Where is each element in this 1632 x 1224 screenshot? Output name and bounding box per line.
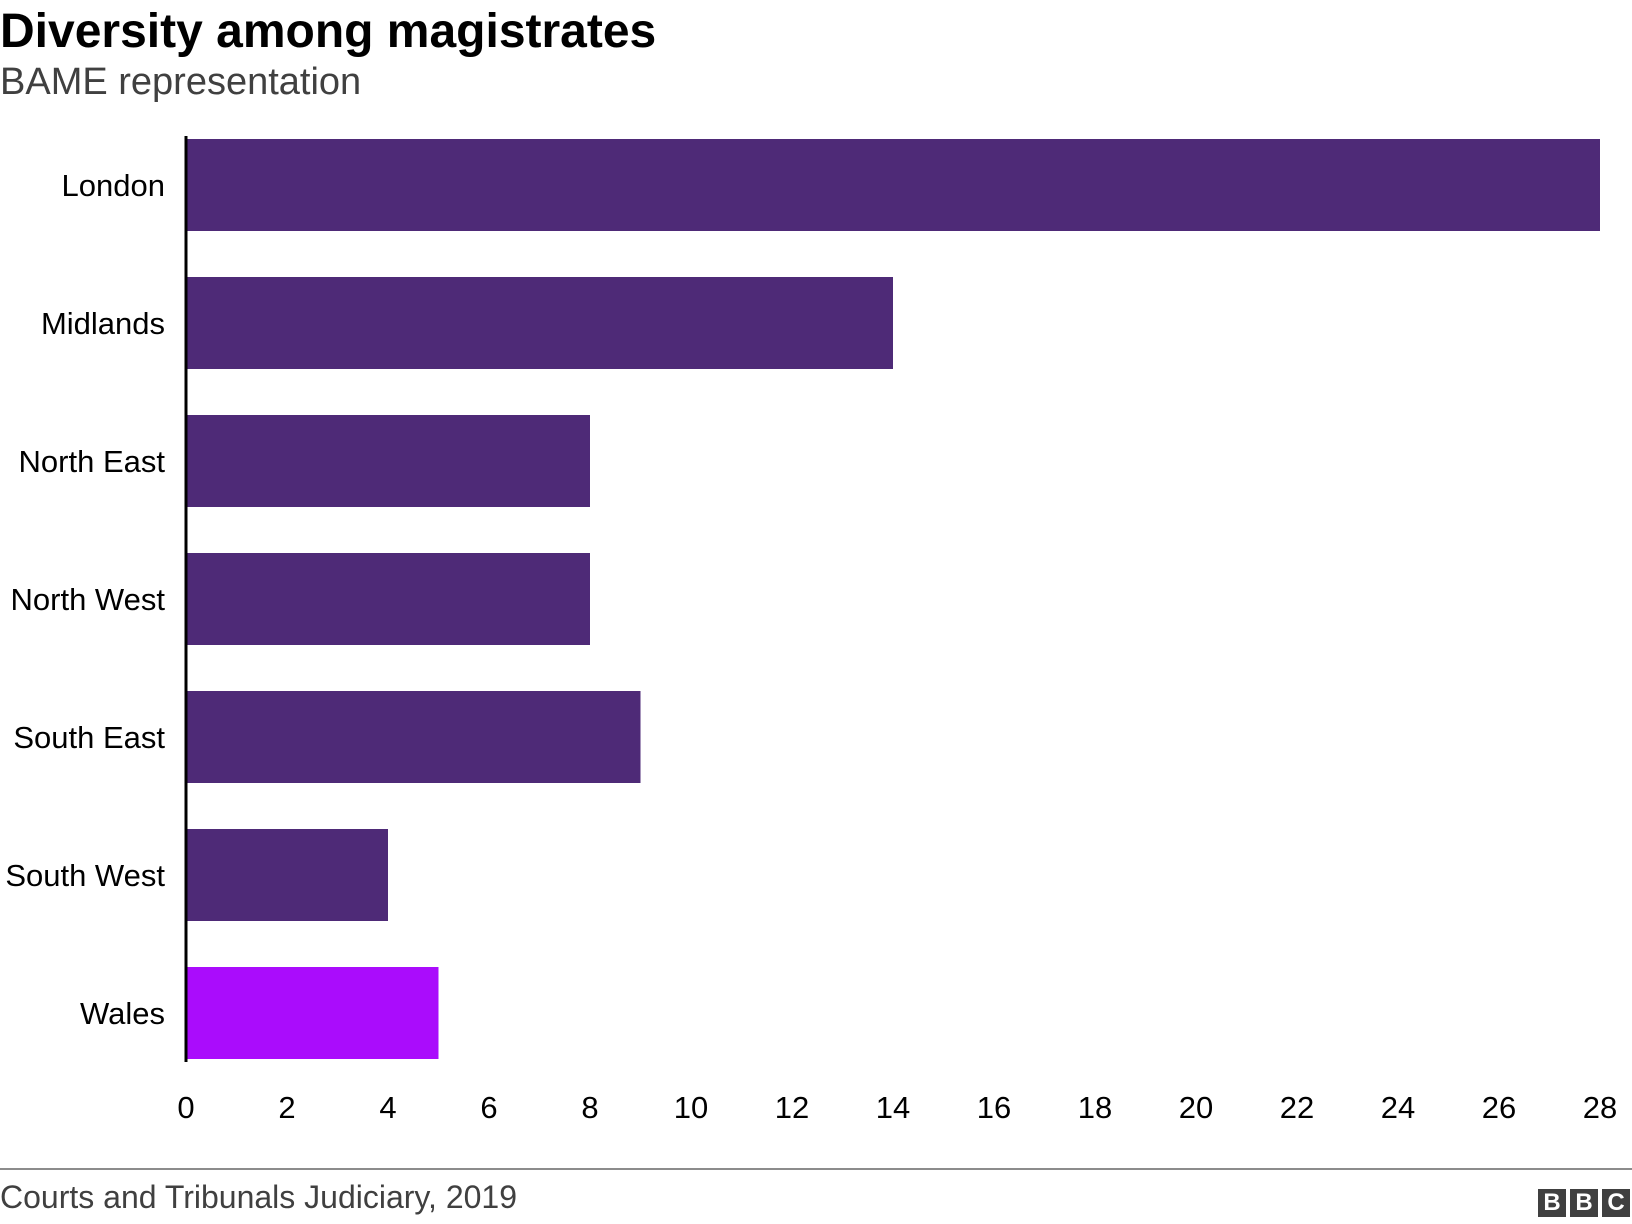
bar-group [186, 139, 1600, 1059]
category-label: Wales [80, 996, 165, 1031]
x-tick-label: 6 [480, 1090, 497, 1125]
category-label: North East [19, 444, 166, 479]
bar-midlands [186, 277, 893, 369]
x-tick-label: 24 [1381, 1090, 1415, 1125]
category-label: Midlands [41, 306, 165, 341]
category-labels: London Midlands North East North West South … [5, 168, 165, 1031]
x-tick-label: 26 [1482, 1090, 1516, 1125]
x-tick-label: 22 [1280, 1090, 1314, 1125]
x-tick-label: 14 [876, 1090, 910, 1125]
x-tick-label: 10 [674, 1090, 708, 1125]
bar-wales [186, 967, 439, 1059]
x-tick-label: 4 [379, 1090, 396, 1125]
bbc-logo-letter: B [1570, 1189, 1598, 1217]
bar-south-west [186, 829, 388, 921]
x-tick-label: 0 [177, 1090, 194, 1125]
category-label: South West [5, 858, 165, 893]
chart-subtitle: BAME representation [0, 61, 362, 103]
x-axis-ticks: 0 2 4 6 8 10 12 14 16 18 20 22 24 26 28 [177, 1090, 1617, 1125]
chart-title: Diversity among magistrates [0, 5, 657, 58]
x-tick-label: 18 [1078, 1090, 1112, 1125]
category-label: North West [11, 582, 166, 617]
bar-south-east [186, 691, 641, 783]
x-tick-label: 2 [278, 1090, 295, 1125]
bar-north-west [186, 553, 590, 645]
category-label: South East [13, 720, 165, 755]
x-tick-label: 28 [1583, 1090, 1617, 1125]
footer-divider [0, 1168, 1632, 1170]
bbc-logo: B B C [1538, 1189, 1630, 1217]
bbc-logo-letter: C [1602, 1189, 1630, 1217]
bar-london [186, 139, 1600, 231]
bar-chart: London Midlands North East North West South … [5, 136, 1617, 1125]
x-tick-label: 8 [581, 1090, 598, 1125]
category-label: London [62, 168, 165, 203]
x-tick-label: 16 [977, 1090, 1011, 1125]
bar-north-east [186, 415, 590, 507]
x-tick-label: 20 [1179, 1090, 1213, 1125]
x-tick-label: 12 [775, 1090, 809, 1125]
bbc-logo-letter: B [1538, 1189, 1566, 1217]
source-note: Courts and Tribunals Judiciary, 2019 [0, 1179, 518, 1215]
